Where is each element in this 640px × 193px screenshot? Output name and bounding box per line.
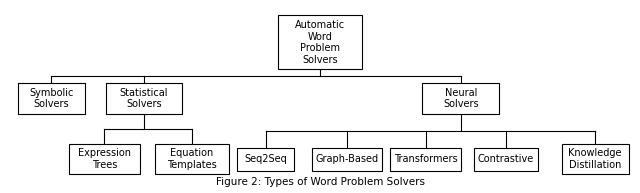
- Text: Automatic
Word
Problem
Solvers: Automatic Word Problem Solvers: [295, 20, 345, 65]
- FancyBboxPatch shape: [155, 144, 229, 174]
- Text: Expression
Trees: Expression Trees: [78, 148, 131, 170]
- FancyBboxPatch shape: [474, 148, 538, 171]
- Text: Figure 2: Types of Word Problem Solvers: Figure 2: Types of Word Problem Solvers: [216, 177, 424, 187]
- FancyBboxPatch shape: [390, 148, 461, 171]
- FancyBboxPatch shape: [18, 83, 85, 114]
- FancyBboxPatch shape: [562, 144, 629, 174]
- FancyBboxPatch shape: [312, 148, 382, 171]
- Text: Equation
Templates: Equation Templates: [167, 148, 217, 170]
- Text: Contrastive: Contrastive: [477, 154, 534, 164]
- Text: Transformers: Transformers: [394, 154, 458, 164]
- Text: Graph-Based: Graph-Based: [316, 154, 378, 164]
- FancyBboxPatch shape: [237, 148, 294, 171]
- Text: Neural
Solvers: Neural Solvers: [443, 88, 479, 109]
- FancyBboxPatch shape: [422, 83, 499, 114]
- Text: Knowledge
Distillation: Knowledge Distillation: [568, 148, 622, 170]
- FancyBboxPatch shape: [106, 83, 182, 114]
- Text: Seq2Seq: Seq2Seq: [244, 154, 287, 164]
- FancyBboxPatch shape: [69, 144, 140, 174]
- Text: Symbolic
Solvers: Symbolic Solvers: [29, 88, 74, 109]
- FancyBboxPatch shape: [278, 15, 362, 69]
- Text: Statistical
Solvers: Statistical Solvers: [120, 88, 168, 109]
